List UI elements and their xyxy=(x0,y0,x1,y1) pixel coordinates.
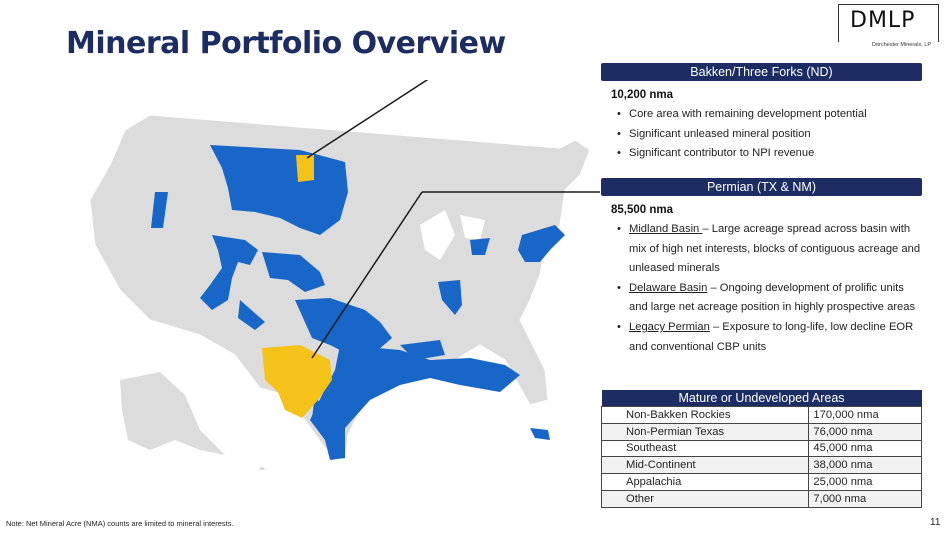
page-number: 11 xyxy=(930,517,941,528)
legacy-permian-label: Legacy Permian xyxy=(629,320,710,333)
alaska xyxy=(120,372,225,455)
delaware-basin-label: Delaware Basin xyxy=(629,281,708,294)
bakken-bullet: Significant contributor to NPI revenue xyxy=(617,144,922,164)
bakken-connector xyxy=(306,80,429,159)
permian-bullet: Midland Basin – Large acreage spread acr… xyxy=(617,220,922,279)
table-row: Non-Bakken Rockies 170,000 nma xyxy=(600,406,922,424)
permian-stat: 85,500 nma xyxy=(611,204,674,216)
bakken-bullet: Core area with remaining development pot… xyxy=(617,105,922,125)
table-row: Non-Permian Texas 76,000 nma xyxy=(600,422,922,441)
bakken-bullets: Core area with remaining development pot… xyxy=(601,105,922,164)
midland-basin-label: Midland Basin xyxy=(629,223,703,235)
bakken-stat: 10,200 nma xyxy=(611,89,674,101)
company-logo: DMLP Dorchester Minerals, LP xyxy=(838,4,941,48)
mature-areas-table: Mature or Undeveloped Areas Non-Bakken R… xyxy=(600,390,922,508)
table-row: Other 7,000 nma xyxy=(600,489,922,508)
table-row: Mid-Continent 38,000 nma xyxy=(600,456,922,475)
acreage-yellow xyxy=(262,155,332,418)
logo-subtitle: Dorchester Minerals, LP xyxy=(872,42,931,48)
logo-name: DMLP xyxy=(850,8,916,33)
permian-bullets: Midland Basin – Large acreage spread acr… xyxy=(601,220,922,357)
hawaii xyxy=(259,467,265,470)
permian-panel: Permian (TX & NM) 85,500 nma Midland Bas… xyxy=(601,178,922,357)
mature-areas-header: Mature or Undeveloped Areas xyxy=(601,390,922,407)
page-title: Mineral Portfolio Overview xyxy=(66,26,506,61)
table-row: Appalachia 25,000 nma xyxy=(600,473,922,491)
permian-bullet: Delaware Basin – Ongoing development of … xyxy=(617,279,922,318)
permian-bullet: Legacy Permian – Exposure to long-life, … xyxy=(617,318,922,357)
footnote: Note: Net Mineral Acre (NMA) counts are … xyxy=(6,519,234,528)
table-row: Southeast 45,000 nma xyxy=(600,439,922,458)
bakken-bullet: Significant unleased mineral position xyxy=(617,125,922,145)
permian-header: Permian (TX & NM) xyxy=(601,178,922,196)
bakken-header: Bakken/Three Forks (ND) xyxy=(601,63,922,81)
permian-connector xyxy=(311,191,423,359)
us-map xyxy=(89,80,600,470)
bakken-panel: Bakken/Three Forks (ND) 10,200 nma Core … xyxy=(601,63,922,164)
acreage-blue xyxy=(151,145,565,460)
